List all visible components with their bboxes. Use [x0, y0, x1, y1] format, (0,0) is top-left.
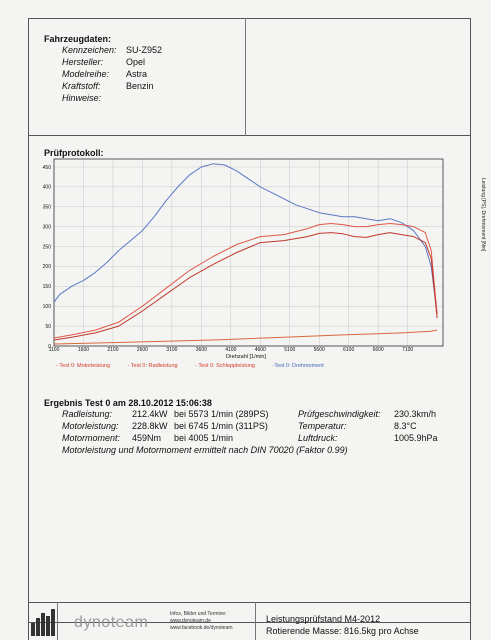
plot-area-border	[53, 158, 444, 347]
footer-divider-1	[57, 602, 58, 640]
series-test-0-radleistung	[53, 232, 438, 341]
vehicle-label-maker: Hersteller:	[62, 57, 104, 67]
x-tick-label: 6100	[343, 347, 354, 353]
legend-motorleistung: - Test 0: Motorleistung	[56, 363, 111, 369]
x-tick-label: 7100	[402, 347, 413, 353]
x-axis-label: Drehzahl [1/min]	[226, 354, 267, 360]
x-tick-label: 1100	[49, 347, 60, 353]
result-label-rad: Radleistung:	[62, 409, 113, 419]
footer-info-line: www.dynoteam.de	[170, 618, 211, 624]
footer-info-line: Infos, Bilder und Termine:	[170, 611, 227, 617]
din-note: Motorleistung und Motormoment ermittelt …	[62, 445, 348, 455]
result-heading: Ergebnis Test 0 am 28.10.2012 15:06:38	[44, 398, 212, 408]
result-label-motor: Motorleistung:	[62, 421, 119, 431]
result-at-moment: bei 4005 1/min	[174, 433, 234, 443]
y-tick-label: 350	[43, 205, 52, 211]
y-tick-label: 400	[43, 185, 52, 191]
chart-series	[53, 163, 438, 345]
legend-schleppleistung: - Test 0: Schleppleistung	[195, 363, 255, 369]
y-tick-label: 200	[43, 264, 52, 270]
y-tick-label: 100	[43, 304, 52, 310]
vehicle-box	[28, 18, 471, 136]
series-test-0-motorleistung	[53, 223, 438, 339]
condition-value-pressure: 1005.9hPa	[394, 433, 438, 443]
right-axis-label: Leistung [PS], Drehmoment [Nm]	[480, 178, 486, 252]
condition-label-temp: Temperatur:	[298, 421, 347, 431]
vehicle-value-maker: Opel	[126, 57, 146, 67]
condition-value-speed: 230.3km/h	[394, 409, 437, 419]
x-tick-label: 3600	[196, 347, 207, 353]
y-tick-label: 450	[43, 165, 52, 171]
x-tick-label: 2600	[137, 347, 148, 353]
protocol-heading: Prüfprotokoll:	[44, 148, 104, 158]
x-tick-label: 4600	[255, 347, 266, 353]
footer-title: Leistungsprüfstand M4-2012	[266, 614, 381, 624]
dyno-chart: 1100 1600 2100 2600 3100 3600 4100 4600 5100 5600…	[43, 158, 444, 360]
footer-info-line: www.facebook.de/dynoteam	[170, 625, 233, 631]
vehicle-value-fuel: Benzin	[126, 81, 154, 91]
result-at-motor: bei 6745 1/min (311PS)	[174, 421, 268, 431]
vehicle-label-notes: Hinweise:	[62, 93, 102, 103]
footer-mass: Rotierende Masse: 816.5kg pro Achse	[266, 626, 419, 636]
vehicle-value-plate: SU-Z952	[126, 45, 163, 55]
y-tick-label: 0	[48, 344, 51, 350]
vehicle-box-divider	[245, 18, 246, 136]
y-tick-label: 250	[43, 244, 52, 250]
x-tick-label: 6600	[373, 347, 384, 353]
footer-brand: dynoteam	[74, 614, 149, 631]
y-tick-label: 150	[43, 284, 52, 290]
result-value-rad: 212.4kW	[132, 409, 168, 419]
vehicle-label-fuel: Kraftstoff:	[62, 81, 101, 91]
vehicle-value-model: Astra	[126, 69, 148, 79]
series-test-0-drehmoment	[53, 163, 438, 315]
chart-tick-labels: 1100 1600 2100 2600 3100 3600 4100 4600 5100 5600…	[43, 165, 414, 353]
legend-drehmoment: -Test 0: Drehmoment	[272, 363, 324, 369]
condition-value-temp: 8.3°C	[394, 421, 417, 431]
vehicle-label-model: Modelreihe:	[62, 69, 110, 79]
chart-legend: - Test 0: Motorleistung - Test 0: Radlei…	[56, 363, 340, 369]
legend-radleistung: - Test 0: Radleistung	[127, 363, 178, 369]
result-value-motor: 228.8kW	[132, 421, 168, 431]
chart-axes	[53, 158, 444, 347]
x-tick-label: 4100	[225, 347, 236, 353]
vehicle-heading: Fahrzeugdaten:	[44, 34, 112, 44]
series-test-0-schleppleistung	[53, 329, 438, 345]
footer-divider-2	[255, 602, 256, 640]
y-tick-label: 50	[45, 324, 51, 330]
x-tick-label: 2100	[107, 347, 118, 353]
vehicle-label-plate: Kennzeichen:	[62, 45, 117, 55]
footer-info: Infos, Bilder und Termine: www.dynoteam.…	[170, 611, 233, 632]
dynoteam-logo-icon	[31, 609, 55, 636]
x-tick-label: 1600	[78, 347, 89, 353]
result-at-rad: bei 5573 1/min (289PS)	[174, 409, 269, 419]
y-tick-label: 300	[43, 224, 52, 230]
chart-grid	[53, 159, 443, 347]
condition-label-pressure: Luftdruck:	[298, 433, 338, 443]
result-value-moment: 459Nm	[132, 433, 162, 443]
x-tick-label: 5600	[314, 347, 325, 353]
footer-box	[28, 602, 471, 640]
result-label-moment: Motormoment:	[62, 433, 121, 443]
x-tick-label: 3100	[166, 347, 177, 353]
condition-label-speed: Prüfgeschwindigkeit:	[298, 409, 381, 419]
x-tick-label: 5100	[284, 347, 295, 353]
